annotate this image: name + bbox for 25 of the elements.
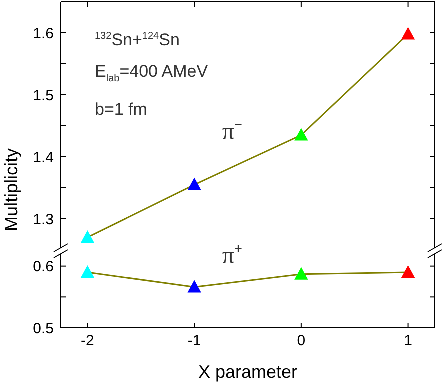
- point: [402, 28, 415, 40]
- x-tick-label: -1: [188, 332, 202, 350]
- x-tick-label: -2: [81, 332, 94, 350]
- y-tick-label: 0.6: [33, 258, 54, 276]
- point: [294, 268, 308, 280]
- annotation: E$_{lab}$=400 AMeV: [95, 60, 208, 86]
- x-tick-label: 1: [404, 332, 412, 350]
- y-tick-label: 1.5: [33, 87, 54, 104]
- x-axis-title: X parameter: [198, 362, 298, 382]
- y-tick-label: 0.5: [33, 320, 54, 338]
- y-tick-label: 1.6: [33, 25, 54, 42]
- point: [188, 280, 202, 293]
- series-label: π⁻: [222, 118, 242, 146]
- point: [81, 266, 94, 278]
- x-tick-label: 0: [297, 332, 306, 350]
- annotation: b=1 fm: [95, 99, 148, 122]
- point: [188, 178, 202, 190]
- y-tick-label: 1.4: [33, 149, 54, 166]
- y-tick-label: 1.3: [33, 211, 54, 228]
- point: [402, 266, 415, 278]
- point: [294, 128, 308, 141]
- series-label: π⁺: [222, 242, 242, 270]
- annotation: $^{132}$Sn+$^{124}$Sn: [95, 30, 181, 52]
- point: [81, 231, 94, 244]
- y-axis-title: Multiplicity: [2, 148, 22, 232]
